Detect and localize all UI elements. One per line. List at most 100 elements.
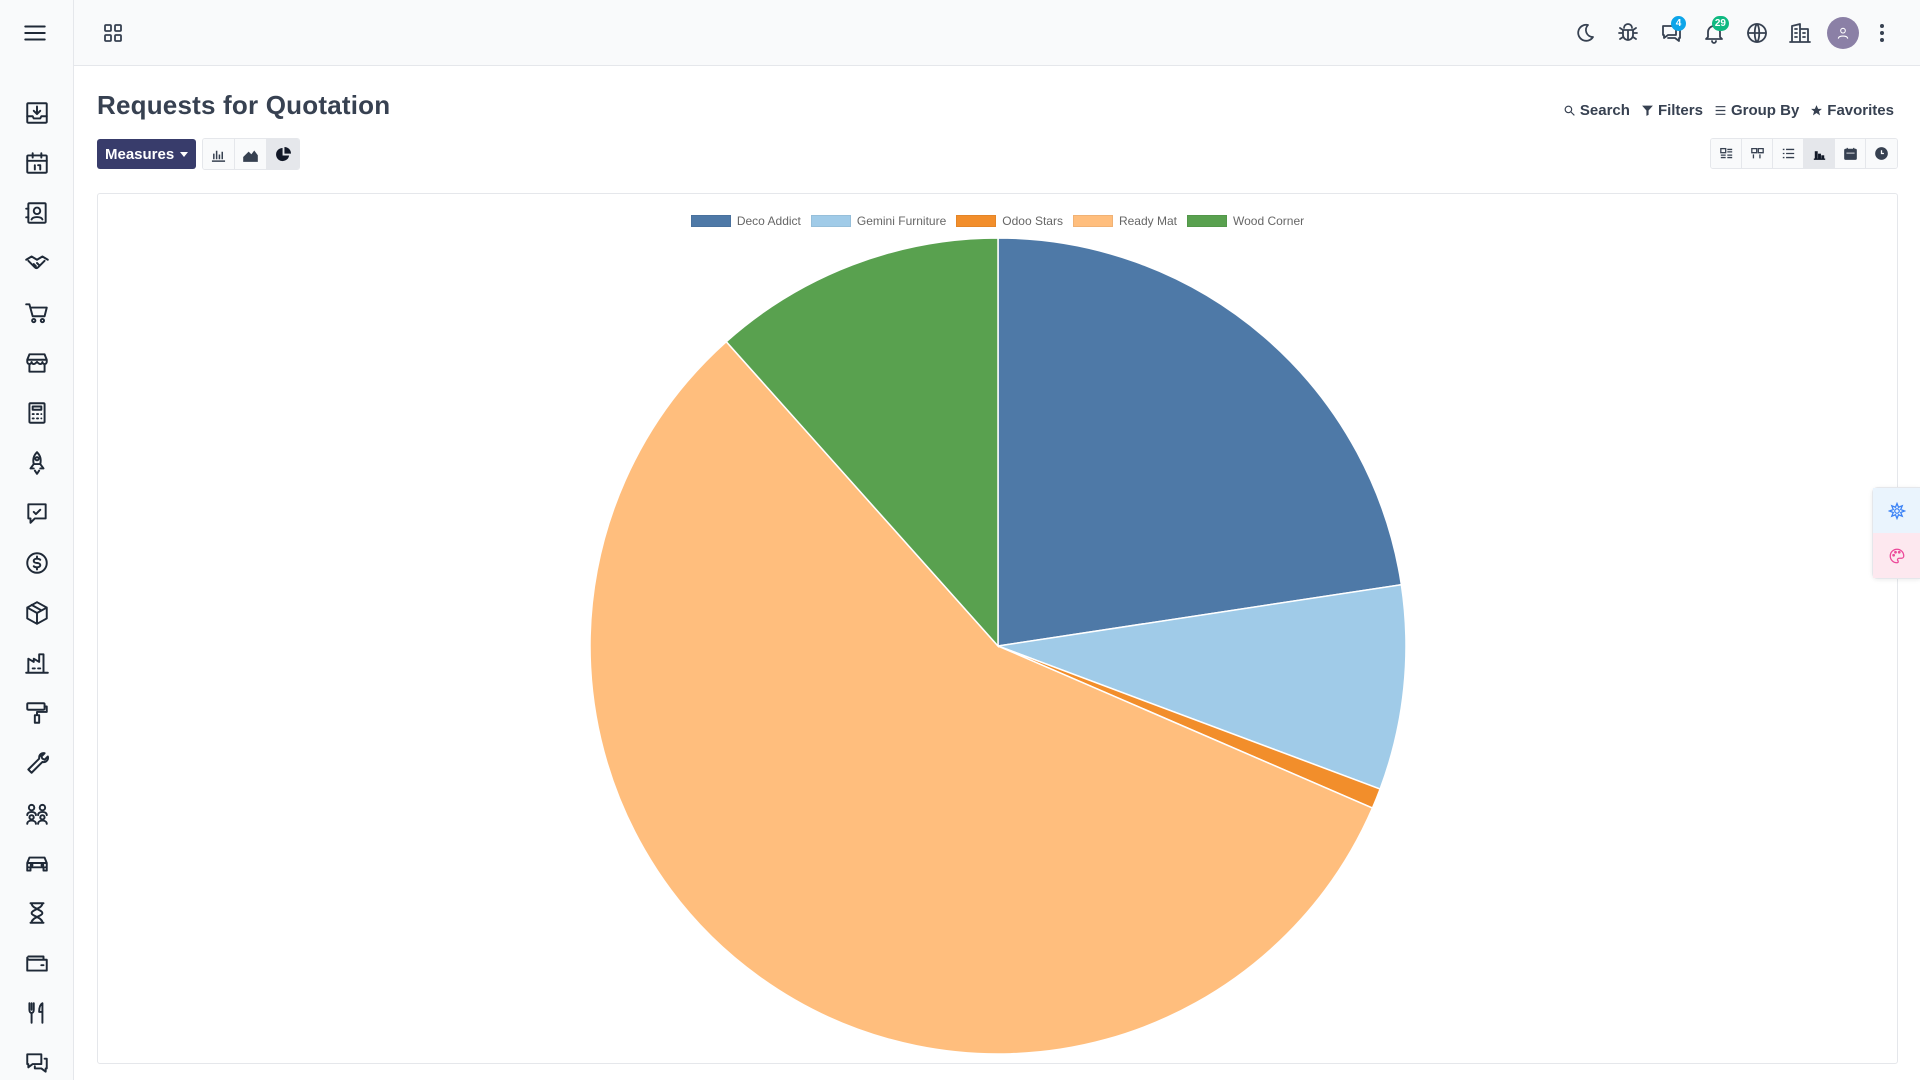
view-kanban-button[interactable] bbox=[1711, 139, 1742, 168]
pie-slice-deco-addict[interactable] bbox=[997, 237, 1403, 647]
dark-mode-moon-icon[interactable] bbox=[1563, 14, 1606, 52]
inbox-download-icon[interactable] bbox=[0, 88, 74, 138]
invoicing-calculator-icon[interactable] bbox=[0, 388, 74, 438]
theme-palette-icon[interactable] bbox=[1873, 533, 1920, 578]
group-by-label: Group By bbox=[1730, 102, 1800, 119]
legend-label: Deco Addict bbox=[736, 214, 801, 228]
pivot-icon bbox=[1750, 147, 1764, 159]
view-list-button[interactable] bbox=[1773, 139, 1804, 168]
legend-label: Odoo Stars bbox=[1002, 214, 1063, 228]
measures-dropdown-button[interactable]: Measures bbox=[97, 139, 197, 169]
debug-bug-icon[interactable] bbox=[1606, 14, 1649, 52]
language-globe-icon[interactable] bbox=[1735, 14, 1778, 52]
chart-type-switcher bbox=[202, 138, 301, 170]
paint-roller-icon[interactable] bbox=[0, 688, 74, 738]
bar-chart-icon bbox=[212, 150, 226, 162]
legend-swatch bbox=[810, 215, 851, 227]
legend-swatch bbox=[956, 215, 997, 227]
company-building-icon[interactable] bbox=[1778, 14, 1821, 52]
systray: 4 29 bbox=[1563, 14, 1900, 52]
clock-icon bbox=[1875, 147, 1888, 160]
legend-item[interactable]: Odoo Stars bbox=[956, 214, 1063, 228]
bar-chart-button[interactable] bbox=[203, 139, 236, 169]
legend-swatch bbox=[1187, 215, 1227, 227]
kanban-icon bbox=[1719, 147, 1732, 159]
favorites-label: Favorites bbox=[1827, 102, 1894, 119]
pie-chart-icon bbox=[275, 146, 291, 161]
view-graph-button[interactable] bbox=[1804, 139, 1835, 168]
discuss-chat-icon[interactable] bbox=[0, 1038, 74, 1088]
legend-item[interactable]: Gemini Furniture bbox=[810, 214, 947, 228]
hamburger-menu-icon[interactable] bbox=[20, 18, 50, 48]
filters-button[interactable]: Filters bbox=[1641, 102, 1703, 119]
legend-swatch bbox=[1072, 215, 1113, 227]
manufacturing-factory-icon[interactable] bbox=[0, 638, 74, 688]
employees-group-icon[interactable] bbox=[0, 788, 74, 838]
project-rocket-icon[interactable] bbox=[0, 438, 74, 488]
filter-icon bbox=[1642, 105, 1653, 116]
notifications-bell-icon[interactable]: 29 bbox=[1692, 14, 1735, 52]
expenses-wallet-icon[interactable] bbox=[0, 938, 74, 988]
legend-item[interactable]: Deco Addict bbox=[690, 214, 801, 228]
app-sidebar bbox=[0, 0, 74, 1080]
contacts-icon[interactable] bbox=[0, 188, 74, 238]
side-tools-panel bbox=[1872, 487, 1920, 579]
page-title: Requests for Quotation bbox=[97, 90, 391, 120]
calendar-icon[interactable] bbox=[0, 138, 74, 188]
star-icon bbox=[1811, 105, 1823, 116]
pie-slice-wood-corner[interactable] bbox=[725, 237, 999, 648]
list-icon bbox=[1782, 148, 1794, 159]
sales-cart-icon[interactable] bbox=[0, 288, 74, 338]
inventory-box-icon[interactable] bbox=[0, 588, 74, 638]
point-of-sale-store-icon[interactable] bbox=[0, 338, 74, 388]
pie-slice-ready-mat[interactable] bbox=[589, 340, 1374, 1055]
graph-icon bbox=[1813, 151, 1825, 160]
pie-chart bbox=[589, 237, 1407, 1055]
restaurant-utensils-icon[interactable] bbox=[0, 988, 74, 1038]
legend-swatch bbox=[690, 215, 731, 227]
timesheet-check-icon[interactable] bbox=[0, 488, 74, 538]
more-options-icon[interactable] bbox=[1864, 14, 1900, 52]
group-by-button[interactable]: Group By bbox=[1714, 102, 1799, 119]
search-button[interactable]: Search bbox=[1563, 102, 1630, 119]
app-grid-icon[interactable] bbox=[98, 18, 128, 48]
user-avatar[interactable] bbox=[1821, 14, 1864, 52]
discuss-badge: 4 bbox=[1671, 16, 1686, 31]
view-pivot-button[interactable] bbox=[1742, 139, 1773, 168]
bars-icon bbox=[1715, 106, 1726, 115]
filters-label: Filters bbox=[1657, 102, 1703, 119]
favorites-button[interactable]: Favorites bbox=[1810, 102, 1894, 119]
view-calendar-button[interactable] bbox=[1835, 139, 1866, 168]
legend-item[interactable]: Ready Mat bbox=[1072, 214, 1177, 228]
search-label: Search bbox=[1579, 102, 1630, 119]
line-chart-button[interactable] bbox=[235, 139, 268, 169]
fleet-car-icon[interactable] bbox=[0, 838, 74, 888]
repair-wrench-icon[interactable] bbox=[0, 738, 74, 788]
app-list bbox=[0, 88, 74, 1088]
measures-label: Measures bbox=[105, 145, 175, 163]
settings-flower-icon[interactable] bbox=[1873, 488, 1920, 533]
search-icon bbox=[1564, 105, 1575, 116]
graph-toolbar: Measures bbox=[97, 138, 301, 170]
legend-label: Gemini Furniture bbox=[856, 214, 947, 228]
accounting-dollar-icon[interactable] bbox=[0, 538, 74, 588]
graph-renderer: Deco Addict Gemini Furniture Odoo Stars Rea… bbox=[97, 193, 1898, 1064]
legend-item[interactable]: Wood Corner bbox=[1187, 214, 1304, 228]
notifications-badge: 29 bbox=[1711, 16, 1729, 31]
legend-label: Wood Corner bbox=[1233, 214, 1305, 228]
pie-chart-button[interactable] bbox=[267, 139, 300, 169]
area-chart-icon bbox=[243, 149, 259, 162]
calendar-view-icon bbox=[1843, 147, 1857, 160]
time-off-hourglass-icon[interactable] bbox=[0, 888, 74, 938]
avatar[interactable] bbox=[1826, 17, 1859, 49]
search-panel: Search Filters Group By Favorites bbox=[1552, 102, 1894, 119]
view-switcher bbox=[1710, 138, 1898, 169]
caret-down-icon bbox=[180, 151, 189, 157]
chart-legend: Deco Addict Gemini Furniture Odoo Stars Rea… bbox=[98, 214, 1897, 228]
view-activity-button[interactable] bbox=[1866, 139, 1897, 168]
top-navbar: 4 29 bbox=[74, 0, 1920, 66]
discuss-messages-icon[interactable]: 4 bbox=[1649, 14, 1692, 52]
legend-label: Ready Mat bbox=[1118, 214, 1177, 228]
pie-slice-gemini-furniture[interactable] bbox=[995, 583, 1407, 790]
crm-handshake-icon[interactable] bbox=[0, 238, 74, 288]
